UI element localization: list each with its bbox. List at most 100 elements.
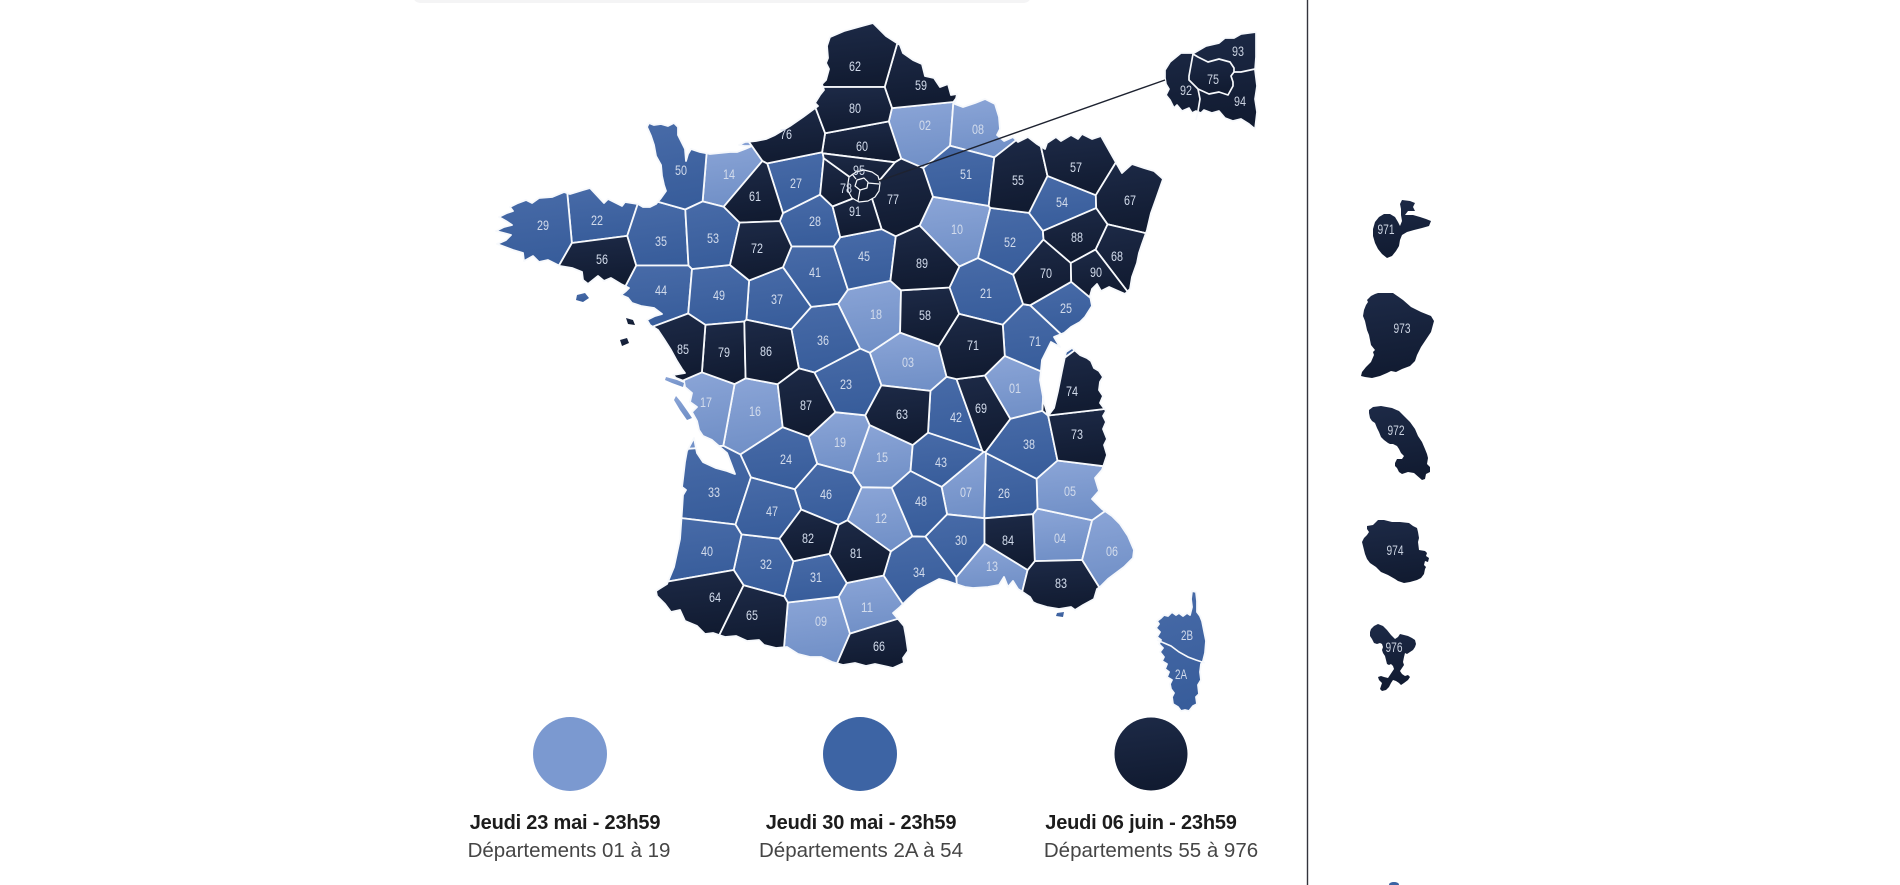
svg-text:95: 95 [853, 163, 865, 178]
svg-text:Départements 55 à 976: Départements 55 à 976 [1044, 839, 1258, 862]
svg-text:60: 60 [856, 139, 868, 154]
svg-text:50: 50 [675, 163, 687, 178]
svg-text:83: 83 [1055, 576, 1067, 591]
svg-text:53: 53 [707, 231, 719, 246]
svg-text:27: 27 [790, 176, 802, 191]
svg-text:42: 42 [950, 410, 962, 425]
svg-text:75: 75 [1207, 72, 1219, 87]
svg-text:77: 77 [887, 192, 899, 207]
svg-text:31: 31 [810, 570, 822, 585]
svg-text:78: 78 [840, 181, 852, 196]
svg-text:89: 89 [916, 256, 928, 271]
svg-text:Départements 01 à 19: Départements 01 à 19 [468, 839, 671, 862]
svg-text:23: 23 [840, 377, 852, 392]
svg-text:22: 22 [591, 213, 603, 228]
svg-text:2B: 2B [1181, 628, 1193, 643]
svg-text:87: 87 [800, 398, 812, 413]
svg-text:91: 91 [849, 204, 861, 219]
svg-text:Jeudi 06 juin - 23h59: Jeudi 06 juin - 23h59 [1045, 812, 1237, 834]
svg-text:86: 86 [760, 344, 772, 359]
svg-text:26: 26 [998, 486, 1010, 501]
svg-text:25: 25 [1060, 301, 1072, 316]
svg-text:93: 93 [1232, 44, 1244, 59]
svg-text:24: 24 [780, 452, 792, 467]
svg-text:01: 01 [1009, 381, 1021, 396]
svg-text:17: 17 [700, 395, 712, 410]
svg-text:972: 972 [1388, 423, 1405, 438]
svg-text:02: 02 [919, 118, 931, 133]
svg-text:79: 79 [718, 345, 730, 360]
svg-text:54: 54 [1056, 195, 1068, 210]
svg-text:08: 08 [972, 122, 984, 137]
svg-text:94: 94 [1234, 94, 1246, 109]
svg-text:974: 974 [1387, 543, 1404, 558]
svg-text:40: 40 [701, 544, 713, 559]
svg-text:18: 18 [870, 307, 882, 322]
svg-text:82: 82 [802, 531, 814, 546]
svg-text:976: 976 [1386, 640, 1403, 655]
svg-text:07: 07 [960, 485, 972, 500]
svg-text:13: 13 [986, 559, 998, 574]
svg-text:Jeudi 30 mai - 23h59: Jeudi 30 mai - 23h59 [766, 812, 957, 834]
svg-text:68: 68 [1111, 249, 1123, 264]
svg-text:10: 10 [951, 222, 963, 237]
svg-text:43: 43 [935, 455, 947, 470]
svg-text:64: 64 [709, 590, 721, 605]
svg-text:61: 61 [749, 189, 761, 204]
svg-text:06: 06 [1106, 544, 1118, 559]
svg-text:49: 49 [713, 288, 725, 303]
svg-text:57: 57 [1070, 160, 1082, 175]
svg-text:38: 38 [1023, 437, 1035, 452]
svg-text:05: 05 [1064, 484, 1076, 499]
svg-text:69: 69 [975, 401, 987, 416]
svg-text:971: 971 [1378, 222, 1395, 237]
svg-text:92: 92 [1180, 83, 1192, 98]
svg-text:80: 80 [849, 101, 861, 116]
svg-text:51: 51 [960, 167, 972, 182]
svg-text:67: 67 [1124, 193, 1136, 208]
svg-text:14: 14 [723, 167, 735, 182]
svg-text:35: 35 [655, 234, 667, 249]
svg-text:59: 59 [915, 78, 927, 93]
svg-text:44: 44 [655, 283, 667, 298]
svg-text:66: 66 [873, 639, 885, 654]
svg-text:52: 52 [1004, 235, 1016, 250]
svg-text:16: 16 [749, 404, 761, 419]
svg-text:973: 973 [1394, 321, 1411, 336]
svg-text:62: 62 [849, 59, 861, 74]
svg-text:41: 41 [809, 265, 821, 280]
svg-text:63: 63 [896, 407, 908, 422]
svg-text:70: 70 [1040, 266, 1052, 281]
svg-text:84: 84 [1002, 533, 1014, 548]
svg-text:65: 65 [746, 608, 758, 623]
svg-text:34: 34 [913, 565, 925, 580]
svg-text:88: 88 [1071, 230, 1083, 245]
svg-text:45: 45 [858, 249, 870, 264]
svg-text:30: 30 [955, 533, 967, 548]
svg-text:28: 28 [809, 214, 821, 229]
svg-text:19: 19 [834, 435, 846, 450]
svg-text:48: 48 [915, 494, 927, 509]
svg-text:11: 11 [861, 600, 873, 615]
svg-text:Jeudi 23 mai - 23h59: Jeudi 23 mai - 23h59 [470, 812, 661, 834]
svg-text:15: 15 [876, 450, 888, 465]
svg-text:90: 90 [1090, 265, 1102, 280]
svg-text:81: 81 [850, 546, 862, 561]
svg-text:29: 29 [537, 218, 549, 233]
svg-text:36: 36 [817, 333, 829, 348]
svg-text:85: 85 [677, 342, 689, 357]
svg-text:04: 04 [1054, 531, 1066, 546]
svg-text:09: 09 [815, 614, 827, 629]
svg-text:72: 72 [751, 241, 763, 256]
svg-text:2A: 2A [1175, 667, 1187, 682]
svg-text:47: 47 [766, 504, 778, 519]
svg-text:73: 73 [1071, 427, 1083, 442]
svg-text:58: 58 [919, 308, 931, 323]
svg-text:32: 32 [760, 557, 772, 572]
svg-text:03: 03 [902, 355, 914, 370]
svg-text:46: 46 [820, 487, 832, 502]
svg-text:Départements 2A à 54: Départements 2A à 54 [759, 839, 963, 862]
svg-text:37: 37 [771, 292, 783, 307]
svg-text:71: 71 [967, 338, 979, 353]
svg-text:55: 55 [1012, 173, 1024, 188]
